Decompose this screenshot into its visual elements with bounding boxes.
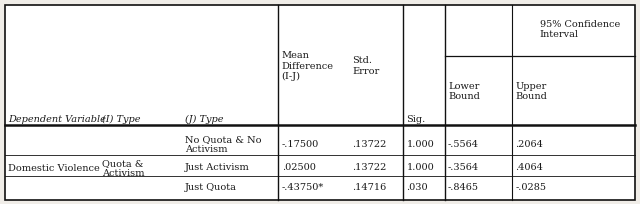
Text: Just Activism: Just Activism [185,162,250,171]
Text: No Quota & No
Activism: No Quota & No Activism [185,134,262,153]
Text: -.8465: -.8465 [448,182,479,191]
Text: -.3564: -.3564 [448,162,479,171]
Text: Dependent Variable: Dependent Variable [8,114,106,123]
Text: Upper
Bound: Upper Bound [515,82,547,101]
Text: .02500: .02500 [282,162,316,171]
Text: -.43750*: -.43750* [282,182,324,191]
Text: -.0285: -.0285 [515,182,546,191]
Text: .14716: .14716 [352,182,387,191]
Text: .030: .030 [406,182,428,191]
Text: .2064: .2064 [515,139,543,148]
Text: Domestic Violence: Domestic Violence [8,163,99,172]
Text: Quota &
Activism: Quota & Activism [102,158,144,177]
Text: 1.000: 1.000 [406,139,434,148]
Text: .4064: .4064 [515,162,543,171]
Text: 95% Confidence
Interval: 95% Confidence Interval [540,20,620,39]
Text: -.5564: -.5564 [448,139,479,148]
Text: Just Quota: Just Quota [185,182,237,191]
Text: -.17500: -.17500 [282,139,319,148]
Text: .13722: .13722 [352,139,387,148]
Text: 1.000: 1.000 [406,162,434,171]
Text: .13722: .13722 [352,162,387,171]
Text: (J) Type: (J) Type [185,114,223,123]
Text: (I) Type: (I) Type [102,114,140,123]
Text: Sig.: Sig. [406,114,426,123]
Text: Mean
Difference
(I-J): Mean Difference (I-J) [282,51,333,81]
Text: Lower
Bound: Lower Bound [448,82,480,101]
Text: Std.
Error: Std. Error [352,56,380,75]
